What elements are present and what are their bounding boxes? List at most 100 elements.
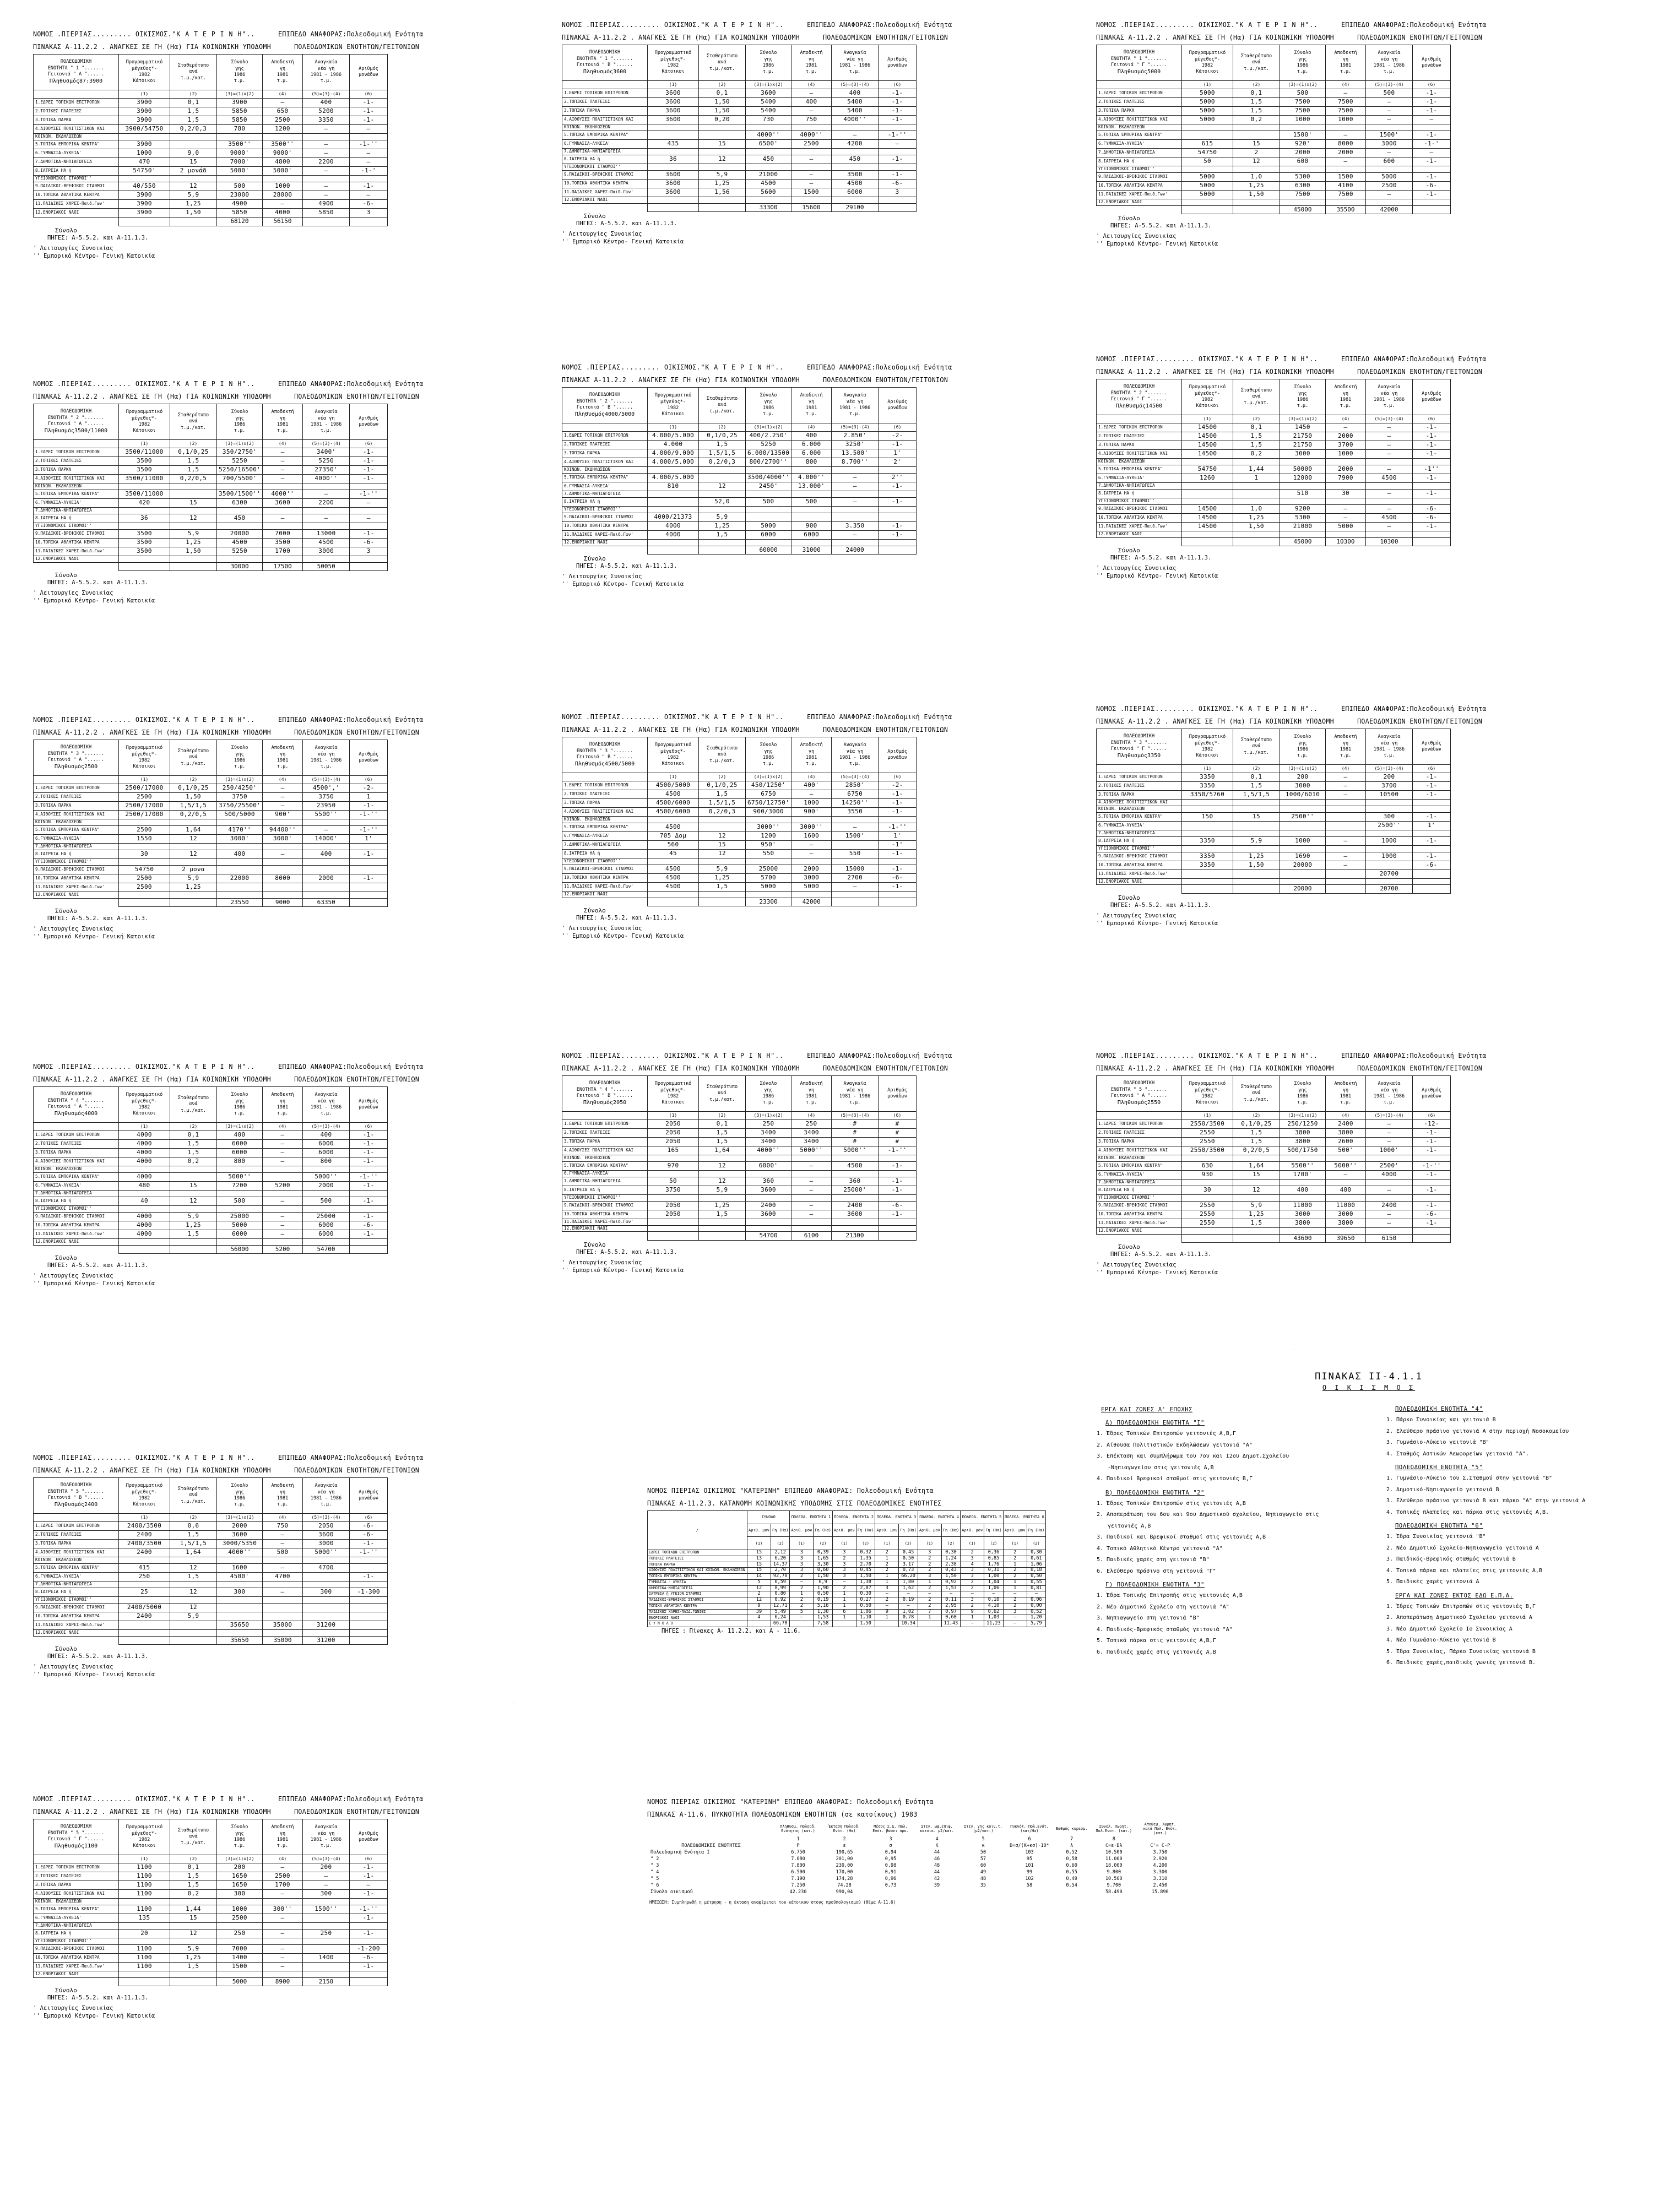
density-row: " 4 6.500 170,00 0,91 44 49 99 0,55 9.800 3.300	[647, 1869, 1183, 1876]
cell-r4-c5	[302, 818, 350, 826]
row-label: 3.ΤΟΠΙΚΑ ΠΑΡΚΑ	[562, 798, 648, 808]
table-row: 3.ΤΟΠΙΚΑ ΠΑΡΚΑ 14500 1,5 21750 3700– -1-	[1096, 440, 1451, 450]
summary-row: ΙΑΤΡΕΙΑ ή ΥΓΕΙΟΝ.ΣΤΑΘΜΟΙ 2 0,80 1 0,50 1 0,30–…	[647, 1591, 1047, 1598]
table-header-block: ΝΟΜΟΣ .ΠΙΕΡΙΑΣ......... ΟΙΚΙΣΜΟΣ."Κ Α Τ …	[33, 1063, 424, 1084]
footnote-2: '' Εμπορικό Κέντρο- Γενική Κατοικία	[562, 581, 684, 588]
column-header-c6: Αριθμός μονάδων	[1412, 729, 1451, 765]
cell-r3-c6: -1-''	[349, 1547, 388, 1557]
cell-r7-c6	[878, 148, 917, 155]
column-number-row: (1) (2) (3)=(1)x(2) (4) (5)=(3)-(4) (6)	[33, 1122, 388, 1131]
table-head: ΠΟΛΕΟΔΟΜΙΚΗ ΕΝΟΤΗΤΑ " 1 "....... Γειτονιά …	[33, 54, 388, 99]
summary-cell-r8-c10: 3	[960, 1597, 985, 1604]
notes-item-7-1: 1. Έδρες Τοπικών Επιτροπών στις γειτονιέ…	[1386, 1603, 1536, 1610]
cell-r2-c5: 10500	[1365, 790, 1413, 800]
cell-r13-c1	[118, 1629, 170, 1637]
cell-r10-c3: 25000	[216, 1211, 263, 1221]
table-row: 1.ΕΔΡΕΣ ΤΟΠΙΚΩΝ ΕΠΙΤΡΟΠΩΝ 5000 0,1 500–500-…	[1096, 89, 1451, 98]
label-oikismos: ΟΙΚΙΣΜΟΣ	[1194, 355, 1231, 363]
cell-r8-c3: 450	[216, 513, 263, 523]
cell-r7-c5	[831, 490, 879, 498]
cell-r0-c3: 500	[1280, 89, 1326, 98]
cell-r9-c6	[349, 175, 388, 182]
notes-item-3-5: 5. Τοπικά πάρκα στις γειτονιές Α,Β,Γ	[1097, 1638, 1216, 1644]
cell-r4-c1	[647, 816, 699, 823]
cell-r4-c1	[118, 818, 170, 826]
cell-r0-c1: 2400/3500	[118, 1521, 170, 1531]
source-line: ΠΗΓΕΣ: Α-5.5.2. και Α-11.1.3.	[576, 563, 677, 570]
row-label: 7.ΔΗΜΟΤΙΚΑ-ΝΗΠΙΑΓΩΓΕΙΑ	[562, 148, 648, 155]
cell-r8-c3: 500	[745, 497, 792, 507]
cell-r7-c3	[216, 1580, 263, 1588]
row-label: 5.ΤΟΠΙΚΑ ΕΜΠΟΡΙΚΑ ΚΕΝΤΡΑ"	[33, 1904, 119, 1914]
col-number-c3: (3)=(1)x(2)	[1280, 1111, 1326, 1120]
label-nomos: ΝΟΜΟΣ	[1096, 20, 1120, 29]
total-c3: 45000	[1280, 537, 1326, 547]
density-symbol-3: σ	[889, 1843, 892, 1849]
column-header-c2-line-4: τ.μ./κατ.	[180, 1498, 207, 1504]
table-row: 6.ΓΥΜΝΑΣΙΑ-ΛΥΚΕΙΑ' 435 15 6500' 2500 4200–	[562, 139, 917, 149]
column-header-c5-line-3: 1981 - 1986	[839, 755, 871, 760]
table-row: ΚΟΙΝΩΝ. ΕΚΔΗΛΩΣΕΩΝ	[562, 1154, 917, 1162]
table-row: 3.ΤΟΠΙΚΑ ΠΑΡΚΑ 2400/3500 1,5/1,5 3000/5350–…	[33, 1539, 388, 1548]
cell-r9-c4	[262, 858, 303, 866]
table-title: ΑΝΑΓΚΕΣ ΣΕ ΓΗ (Ηα) ΓΙΑ ΚΟΙΝΩΝΙΚΗ ΥΠΟΔΟΜΗ	[638, 376, 800, 384]
cell-r12-c4: 5000	[791, 882, 832, 892]
cell-r1-c5: –	[1365, 97, 1413, 107]
cell-r4-c3	[745, 1154, 791, 1162]
total-c5	[302, 216, 350, 226]
cell-r10-c3	[216, 1602, 263, 1612]
cell-r1-c2: 1,5	[698, 1128, 746, 1138]
land-needs-table: ΠΟΛΕΟΔΟΜΙΚΗ ΕΝΟΤΗΤΑ " 1 "....... Γειτονιά …	[1096, 45, 1451, 215]
density-cell-r1-c8: 2.920	[1153, 1856, 1168, 1862]
summary-cell-r6-c2: 2	[789, 1585, 814, 1592]
cell-r6-c5: 14000'	[302, 834, 350, 844]
cell-r4-c6	[349, 1898, 388, 1905]
row-label: ΥΓΕΙΟΝΟΜΙΚΟΙ ΣΤΑΘΜΟΙ''	[562, 1194, 648, 1202]
col-number-c2: (2)	[170, 1122, 217, 1131]
cell-r3-c6: -1-	[349, 474, 388, 483]
column-header-c4-line-2: γη	[279, 66, 286, 72]
summary-cell-r6-c5: 2,07	[855, 1585, 876, 1592]
cell-r13-c5	[302, 891, 350, 899]
cell-r10-c6: -1-	[878, 170, 917, 180]
cell-r0-c1: 2500/17000	[118, 784, 170, 793]
column-header-c4-line-1: Αποδεκτή	[271, 1092, 294, 1098]
label-oikismos: ΟΙΚΙΣΜΟΣ	[131, 30, 168, 39]
cell-r5-c6: -1-	[878, 1161, 917, 1171]
summary-row: ΓΥΜΝΑΣΙΑ - ΛΥΚΕΙΑ 5 6,59–0,9–1,38 1 1,80 1 0,9…	[647, 1579, 1047, 1586]
row-label: ΚΟΙΝΩΝ. ΕΚΔΗΛΩΣΕΩΝ	[33, 133, 119, 140]
cell-r13-c1	[118, 891, 170, 899]
cell-r5-c3: 3000''	[745, 822, 792, 832]
table-header-block: ΝΟΜΟΣ .ΠΙΕΡΙΑΣ......... ΟΙΚΙΣΜΟΣ."Κ Α Τ …	[33, 380, 424, 401]
cell-r12-c5: –	[831, 530, 879, 540]
cell-r1-c6: -1-	[349, 1871, 388, 1881]
density-header-line: ΝΟΜΟΣ ΠΙΕΡΙΑΣ ΟΙΚΙΣΜΟΣ "ΚΑΤΕΡΙΝΗ" ΕΠΙΠΕΔ…	[647, 1798, 1183, 1806]
column-header-c2-line-2: ανά	[718, 752, 727, 758]
cell-r4-c5	[302, 1556, 350, 1564]
footnote-1: ' Λειτουργίες Συνοικίας	[1096, 912, 1177, 920]
table-header-block: ΝΟΜΟΣ .ΠΙΕΡΙΑΣ......... ΟΙΚΙΣΜΟΣ."Κ Α Τ …	[1096, 355, 1487, 376]
table-row: ΥΓΕΙΟΝΟΜΙΚΟΙ ΣΤΑΘΜΟΙ''	[1096, 165, 1451, 173]
cell-r6-c6: 1'	[878, 831, 917, 841]
cell-r3-c1: 2550/3500	[1181, 1145, 1233, 1155]
cell-r6-c6: -1-	[1412, 1170, 1451, 1180]
row-label: 2.ΤΟΠΙΚΕΣ ΠΛΑΤΕΙΕΣ	[562, 789, 648, 799]
cell-r8-c4: 400	[1325, 1185, 1366, 1195]
table-sheet-t12: ΝΟΜΟΣ .ΠΙΕΡΙΑΣ......... ΟΙΚΙΣΜΟΣ."Κ Α Τ …	[1096, 1052, 1487, 1276]
cell-r7-c2: 12	[698, 1176, 746, 1186]
total-c1	[118, 216, 170, 226]
column-header-c3-line-4: τ.μ.	[1297, 69, 1309, 75]
cell-r8-c6: -1-	[349, 1928, 388, 1938]
summary-cell-r9-c7: –	[898, 1602, 918, 1610]
table-row: ΚΟΙΝΩΝ. ΕΚΔΗΛΩΣΕΩΝ	[1096, 458, 1451, 465]
cell-r0-c3: 200	[1280, 773, 1326, 782]
footnote-2: '' Εμπορικό Κέντρο- Γενική Κατοικία	[1096, 1269, 1218, 1276]
column-header-c6-line-1: Αριθμός	[887, 1087, 907, 1093]
cell-r5-c1: 2500	[118, 825, 170, 835]
summary-cell-r10-c0: 39	[747, 1608, 771, 1616]
cell-r1-c6: -1-	[1412, 431, 1451, 441]
cell-r7-c5	[1365, 829, 1413, 837]
cell-r2-c4: 1000	[791, 798, 832, 808]
cell-r12-c4: –	[262, 1229, 303, 1239]
column-header-c3-line-3: 1986	[234, 1496, 246, 1501]
